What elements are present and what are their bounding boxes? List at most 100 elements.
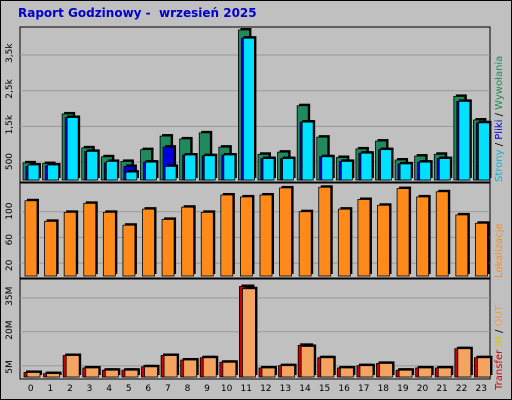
bar-lokalizacje	[416, 196, 430, 277]
x-tick-label: 14	[299, 384, 311, 394]
bar-out	[457, 348, 472, 378]
legend-sites: Lokalizacje	[494, 223, 505, 278]
x-tick-label: 2	[67, 384, 73, 394]
legend-separator: /	[494, 140, 505, 150]
x-tick-label: 6	[145, 384, 151, 394]
bar-out	[104, 369, 119, 378]
x-tick-label: 8	[185, 384, 191, 394]
bar-strony	[438, 158, 451, 181]
x-tick-label: 21	[436, 384, 447, 394]
y-tick-label: 35M	[5, 287, 15, 306]
x-tick-label: 20	[417, 384, 429, 394]
bar-strony	[321, 156, 334, 181]
bar-lokalizacje	[357, 199, 371, 277]
bar-lokalizacje	[396, 188, 410, 277]
bar-lokalizacje	[44, 220, 57, 277]
bar-strony	[399, 163, 412, 181]
bar-strony	[86, 151, 99, 181]
x-tick-label: 17	[358, 384, 369, 394]
bar-lokalizacje	[259, 194, 273, 277]
bar-strony	[105, 161, 118, 181]
bar-lokalizacje	[200, 211, 214, 277]
bar-strony	[301, 121, 314, 181]
bar-out	[242, 288, 256, 378]
y-tick-label: 1,5k	[5, 114, 15, 134]
bar-out	[320, 357, 335, 378]
bar-strony	[419, 161, 432, 181]
bar-lokalizacje	[337, 208, 351, 277]
bar-out	[477, 357, 491, 378]
legend-lokalizacje: Lokalizacje	[494, 223, 505, 278]
bar-out	[85, 367, 100, 378]
x-tick-label: 0	[28, 384, 34, 394]
bar-strony	[184, 154, 197, 181]
bar-out	[379, 363, 393, 378]
x-tick-label: 7	[165, 384, 171, 394]
bar-out	[222, 361, 237, 378]
bar-out	[124, 369, 139, 378]
x-tick-label: 19	[397, 384, 409, 394]
bar-strony	[203, 155, 216, 181]
bar-lokalizacje	[435, 191, 449, 277]
bar-strony	[164, 166, 177, 181]
bar-lokalizacje	[63, 211, 77, 277]
x-tick-label: 16	[338, 384, 350, 394]
y-tick-label: 3,5k	[5, 43, 15, 63]
x-tick-label: 3	[87, 384, 93, 394]
bar-strony	[66, 117, 79, 181]
x-axis-labels: 0 1 2 3 4 5 6 7 8 9 10 11 12 13 14 15 16 17 18 19 20 21 22 23	[28, 384, 487, 394]
bar-lokalizacje	[142, 208, 155, 277]
bar-strony	[223, 154, 236, 181]
bar-lokalizacje	[122, 224, 136, 277]
y-tick-label: 20M	[5, 321, 15, 340]
y-tick-label: 20	[5, 259, 15, 271]
bar-out	[202, 357, 217, 378]
bar-strony	[47, 164, 59, 181]
bar-out	[281, 365, 295, 378]
bar-strony	[282, 158, 294, 181]
bar-strony	[340, 161, 353, 181]
bar-strony	[262, 158, 275, 181]
bar-out	[398, 369, 413, 378]
legend-separator: /	[494, 110, 505, 120]
bar-out	[163, 355, 178, 378]
bar-lokalizacje	[181, 206, 195, 277]
bar-strony	[478, 122, 490, 181]
bar-out	[339, 367, 354, 378]
legend-wywolania: Wywołania	[494, 56, 505, 110]
x-tick-label: 22	[456, 384, 467, 394]
bar-lokalizacje	[279, 187, 292, 277]
y-tick-label: 5M	[5, 360, 15, 374]
x-tick-label: 1	[48, 384, 54, 394]
x-tick-label: 13	[280, 384, 291, 394]
bars-transfer	[23, 284, 493, 378]
legend-strony: Strony	[494, 149, 505, 182]
x-tick-label: 5	[126, 384, 132, 394]
bar-lokalizacje	[83, 202, 97, 277]
legend-transfer-label: Transfer	[494, 349, 505, 391]
bar-strony	[145, 161, 157, 181]
bar-out	[26, 372, 41, 378]
bar-strony	[125, 171, 138, 181]
bar-lokalizacje	[377, 204, 390, 277]
x-tick-label: 12	[260, 384, 271, 394]
bar-lokalizacje	[220, 194, 234, 277]
legend-in: IN	[494, 336, 505, 350]
bar-lokalizacje	[455, 214, 469, 277]
bar-out	[300, 346, 315, 378]
x-tick-label: 10	[221, 384, 233, 394]
bar-strony	[458, 101, 471, 181]
bar-strony	[243, 37, 255, 181]
x-tick-label: 15	[319, 384, 330, 394]
bar-lokalizacje	[24, 200, 38, 277]
bar-out	[359, 365, 374, 378]
legend-hits: Strony / Pliki / Wywołania	[494, 56, 505, 182]
bar-out	[183, 359, 198, 378]
x-tick-label: 4	[106, 384, 112, 394]
legend-separator: /	[494, 326, 505, 336]
x-tick-label: 9	[204, 384, 210, 394]
bar-strony	[27, 164, 40, 181]
legend-transfer: Transfer IN / OUT	[494, 304, 505, 391]
x-tick-label: 23	[475, 384, 486, 394]
